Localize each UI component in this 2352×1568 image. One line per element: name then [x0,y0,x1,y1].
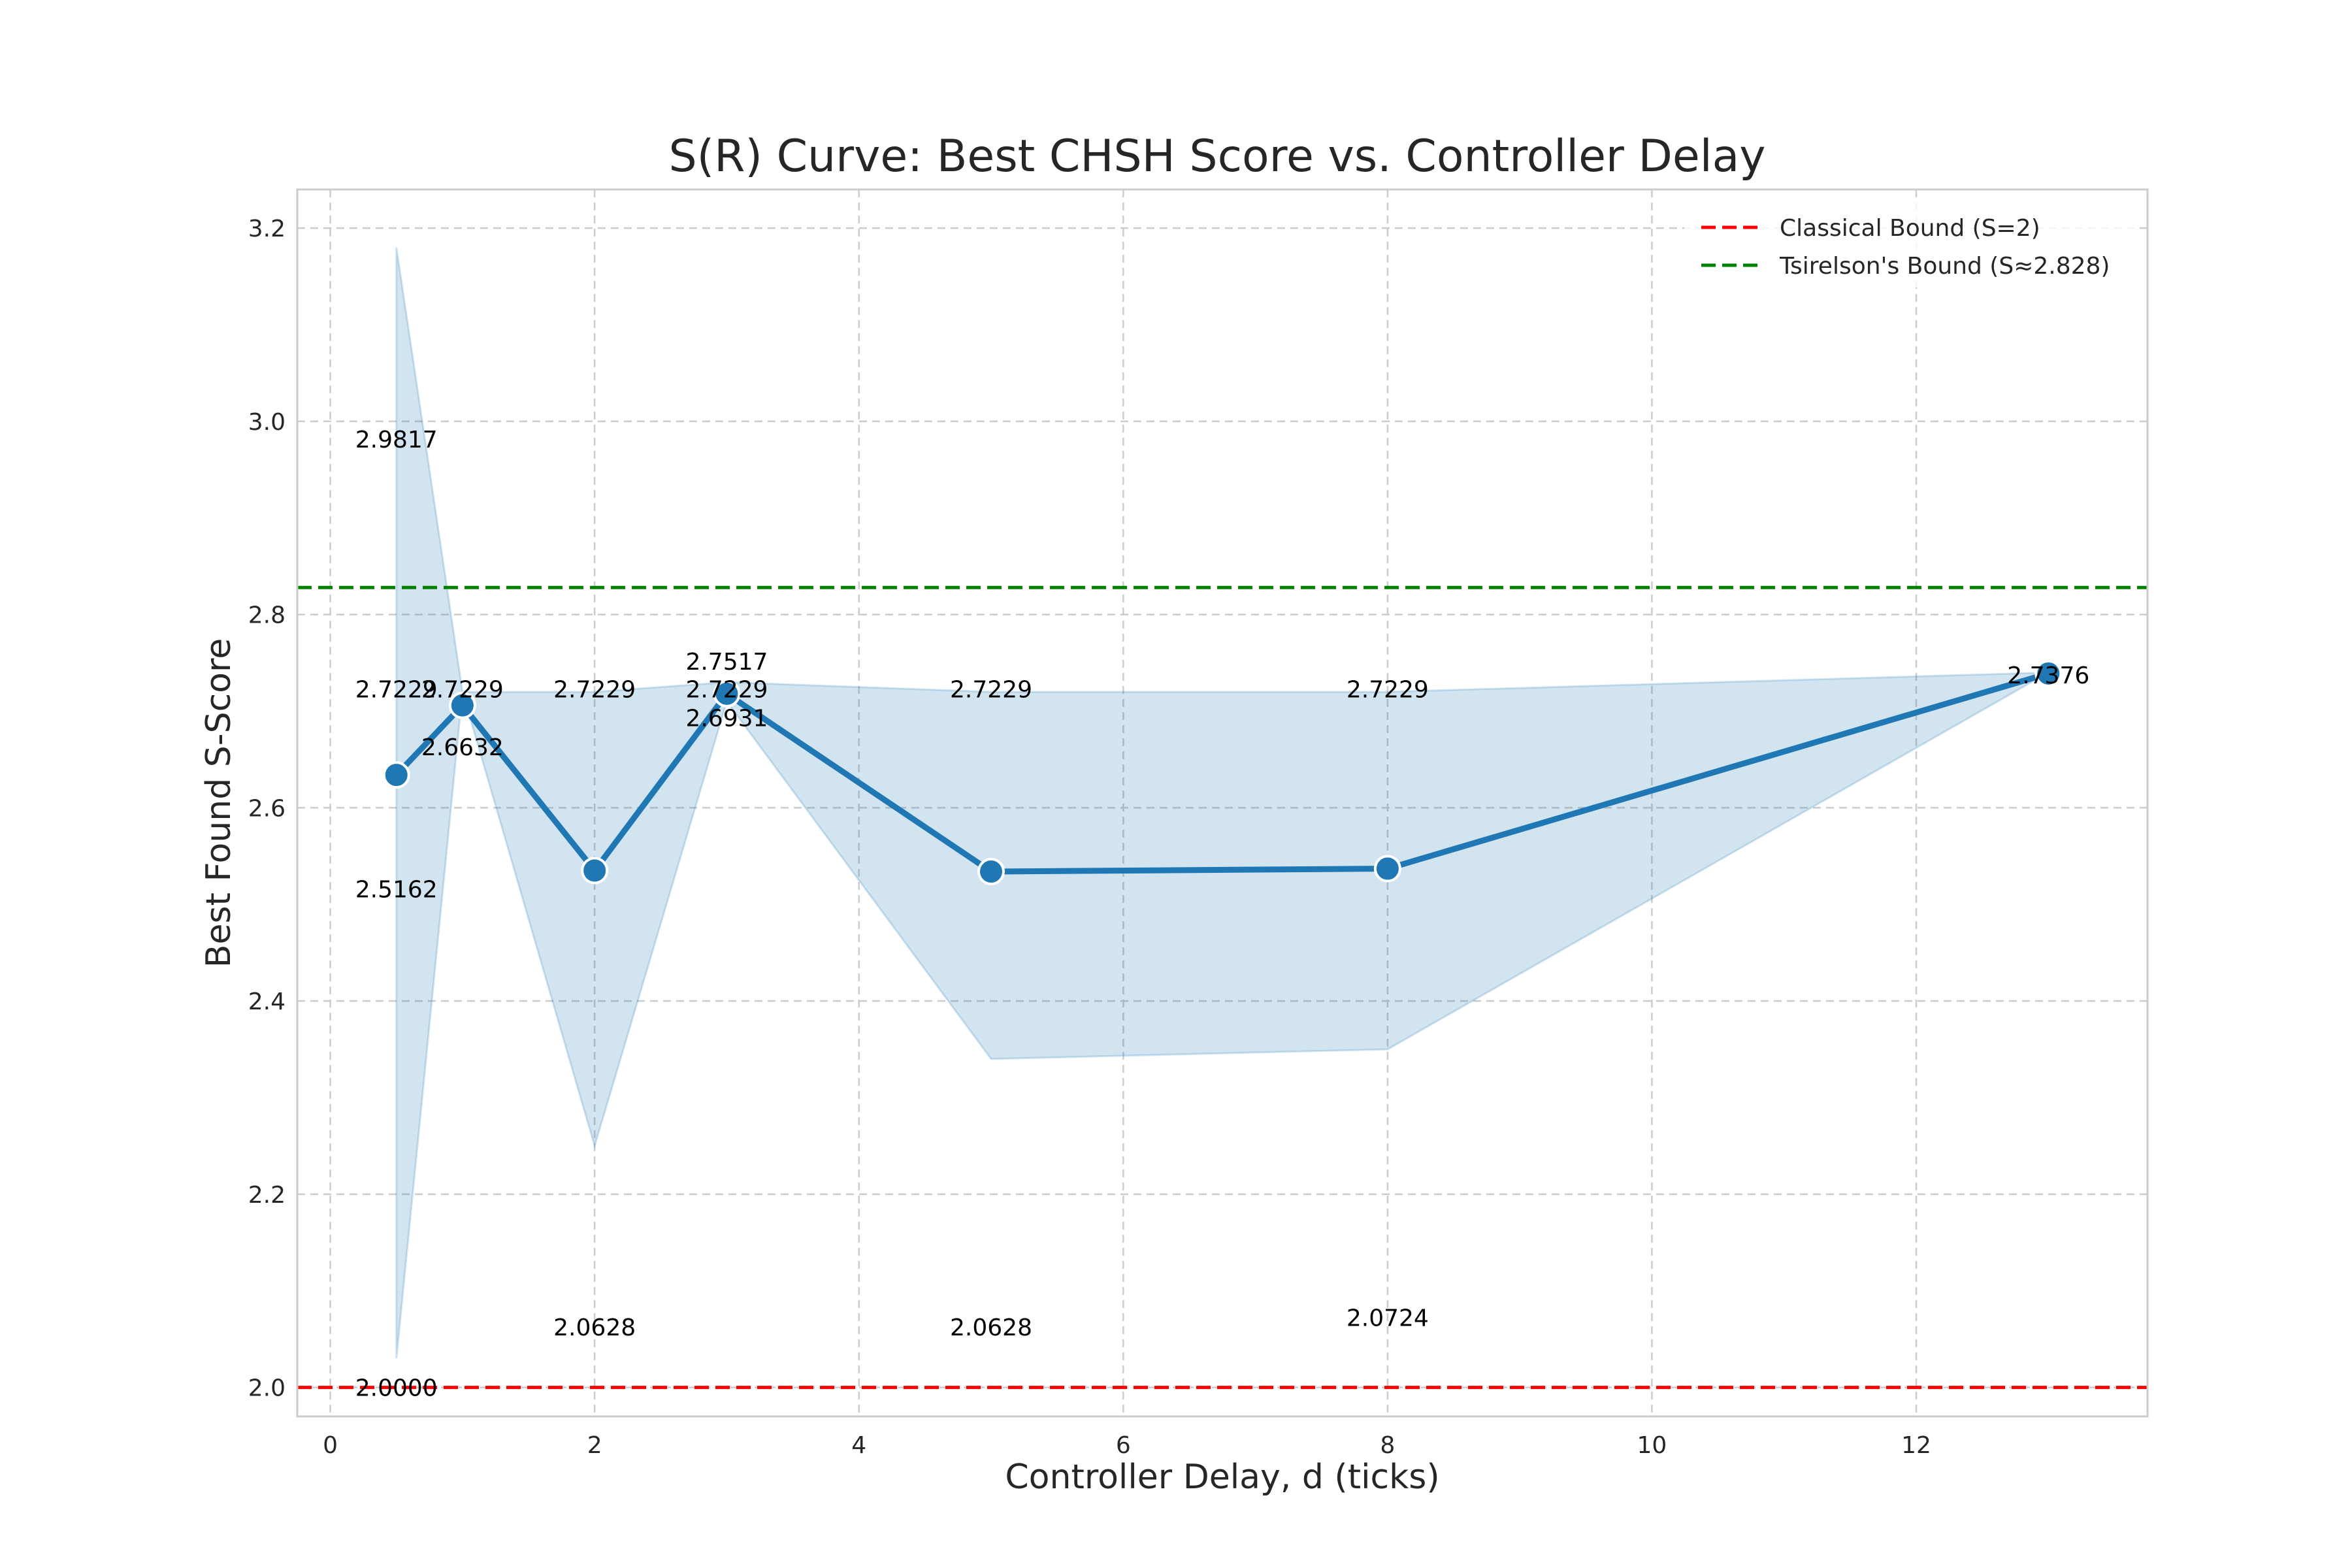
y-tick-label: 2.2 [248,1182,286,1209]
data-label: 2.7229 [553,677,636,704]
data-point [448,691,476,719]
legend-box [1684,200,2136,287]
x-axis-label: Controller Delay, d (ticks) [1005,1458,1439,1497]
data-label: 2.7229 [685,677,768,704]
legend-label-1: Tsirelson's Bound (S≈2.828) [1779,253,2110,280]
data-label: 2.0724 [1347,1305,1429,1332]
data-label: 2.7229 [355,677,438,704]
data-label: 2.7229 [950,677,1032,704]
legend-label-0: Classical Bound (S=2) [1780,215,2040,242]
series-layer [382,659,2063,885]
data-label: 2.9817 [355,427,438,453]
x-tick-label: 8 [1380,1432,1395,1459]
confidence-band [395,247,2050,1359]
x-tick-label: 2 [587,1432,602,1459]
data-point [382,761,410,789]
y-tick-label: 3.2 [248,216,286,242]
data-label: 2.0628 [553,1315,636,1341]
data-point [1373,855,1401,883]
data-label: 2.7517 [685,649,768,676]
x-tick-label: 12 [1901,1432,1931,1459]
y-tick-label: 3.0 [248,409,286,436]
data-point [977,857,1005,885]
y-axis-label: Best Found S-Score [199,638,238,968]
data-label: 2.0000 [355,1375,438,1402]
data-point [2034,659,2063,687]
y-tick-label: 2.4 [248,988,286,1015]
x-tick-label: 0 [323,1432,338,1459]
data-labels: 2.9817 2.7229 2.5162 2.0000 2.7229 2.6632 2.72… [355,427,2090,1402]
chart-title: S(R) Curve: Best CHSH Score vs. Controll… [668,131,1765,182]
data-label: 2.6931 [685,706,768,732]
band-layer [395,247,2050,1359]
reference-lines [297,585,2148,1390]
y-tick-label: 2.0 [248,1375,286,1402]
plot-frame [296,188,2149,1418]
data-label: 2.6632 [421,734,504,761]
data-point [581,857,609,885]
tick-labels: 0 2 4 6 8 10 12 2.0 2.2 2.4 2.6 2.8 3.0 3.2 [248,216,1931,1459]
x-tick-label: 6 [1116,1432,1131,1459]
data-label: 2.5162 [355,876,438,903]
x-tick-label: 4 [851,1432,866,1459]
data-label: 2.7376 [2007,662,2089,689]
data-label: 2.0628 [950,1315,1032,1341]
data-point [713,679,741,708]
legend: Classical Bound (S=2) Tsirelson's Bound (… [1684,200,2136,287]
data-label: 2.7229 [1347,677,1429,704]
y-tick-label: 2.8 [248,602,286,629]
data-label: 2.7229 [421,677,504,704]
y-tick-label: 2.6 [248,795,286,822]
x-tick-label: 10 [1637,1432,1667,1459]
